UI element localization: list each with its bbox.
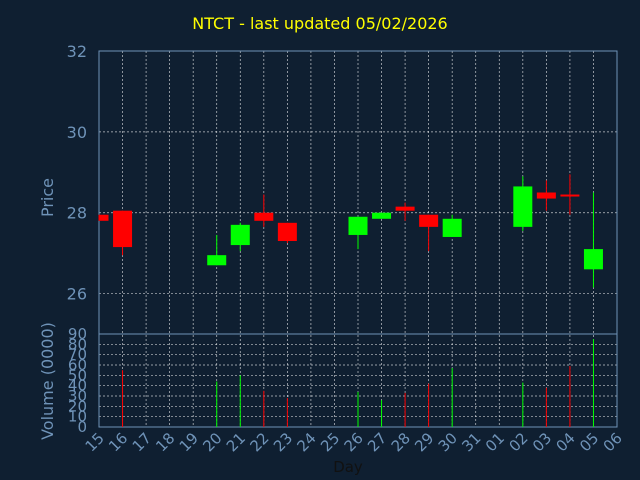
price-tick-label: 28 — [67, 204, 87, 223]
candle-body — [419, 214, 439, 227]
candle-body — [99, 214, 109, 221]
candle-body — [560, 194, 580, 197]
x-tick-label: 29 — [411, 429, 437, 455]
candle-body — [442, 218, 462, 237]
x-tick-label: 31 — [458, 429, 484, 455]
x-tick-label: 05 — [576, 429, 602, 455]
x-tick-label: 21 — [223, 429, 249, 455]
price-tick-label: 26 — [67, 285, 87, 304]
volume-axis-label: Volume (0000) — [38, 322, 57, 440]
candle-body — [254, 212, 274, 221]
x-tick-label: 22 — [246, 429, 272, 455]
volume-tick-label: 30 — [68, 387, 87, 405]
volume-tick-label: 60 — [68, 356, 87, 374]
x-tick-label: 28 — [388, 429, 414, 455]
x-tick-label: 25 — [317, 429, 343, 455]
x-tick-label: 30 — [435, 429, 461, 455]
x-tick-label: 26 — [341, 429, 367, 455]
candle-body — [277, 222, 297, 242]
volume-tick-label: 70 — [68, 346, 87, 364]
chart-title: NTCT - last updated 05/02/2026 — [192, 14, 448, 33]
candle-body — [395, 206, 415, 211]
x-tick-label: 27 — [364, 429, 390, 455]
volume-tick-label: 10 — [68, 408, 87, 426]
price-tick-label: 30 — [67, 123, 87, 142]
x-tick-label: 24 — [294, 429, 320, 455]
x-tick-label: 01 — [482, 429, 508, 455]
x-tick-label: 18 — [152, 429, 178, 455]
volume-tick-label: 0 — [77, 418, 87, 436]
candle-body — [113, 210, 133, 248]
candle-body — [583, 249, 603, 270]
candle-body — [536, 192, 556, 199]
candle-body — [513, 186, 533, 227]
price-tick-label: 32 — [67, 42, 87, 61]
x-tick-label: 16 — [105, 429, 131, 455]
volume-tick-label: 50 — [68, 366, 87, 384]
candle-body — [230, 224, 250, 246]
x-tick-label: 19 — [176, 429, 202, 455]
x-tick-label: 17 — [129, 429, 155, 455]
candle-body — [348, 216, 368, 235]
x-tick-label: 02 — [505, 429, 531, 455]
x-axis-label: Day — [333, 458, 363, 476]
x-tick-label: 03 — [529, 429, 555, 455]
candle-body — [372, 212, 392, 219]
x-tick-label: 04 — [553, 429, 579, 455]
x-tick-label: 20 — [199, 429, 225, 455]
volume-tick-label: 80 — [68, 335, 87, 353]
volume-tick-label: 40 — [68, 377, 87, 395]
price-axis-label: Price — [38, 178, 57, 217]
candle-body — [207, 255, 227, 266]
volume-tick-label: 90 — [68, 325, 87, 343]
x-tick-label: 23 — [270, 429, 296, 455]
x-tick-label: 06 — [600, 429, 626, 455]
volume-tick-label: 20 — [68, 397, 87, 415]
